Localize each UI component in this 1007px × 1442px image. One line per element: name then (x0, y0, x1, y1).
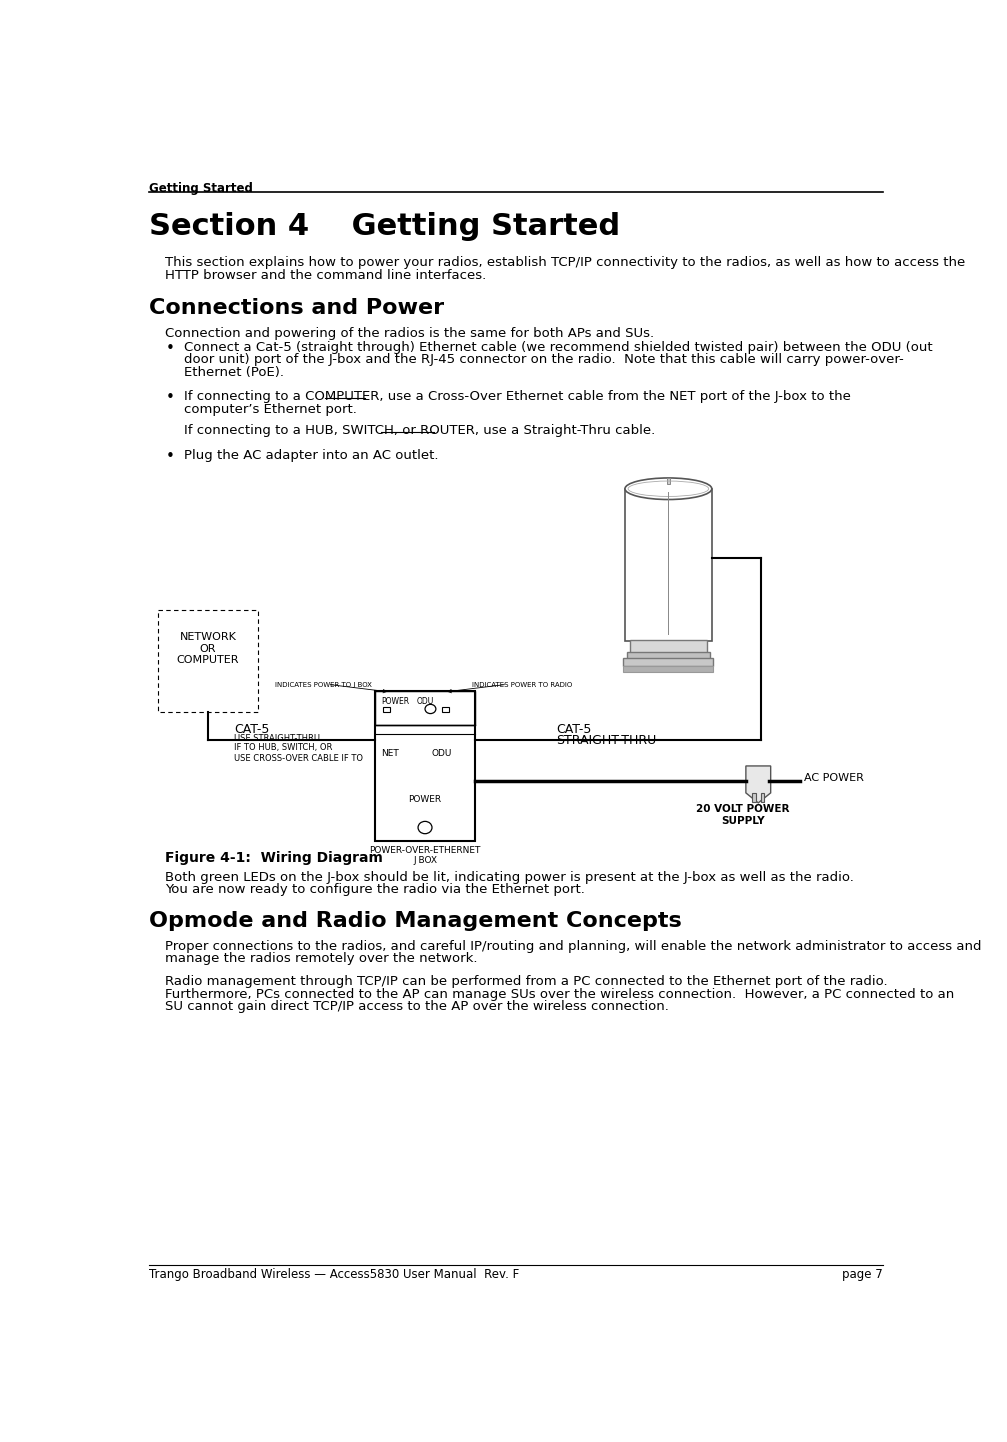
Text: STRAIGHT-THRU: STRAIGHT-THRU (556, 734, 657, 747)
Text: INDICATES POWER TO RADIO: INDICATES POWER TO RADIO (472, 682, 573, 688)
Text: Radio management through TCP/IP can be performed from a PC connected to the Ethe: Radio management through TCP/IP can be p… (164, 975, 887, 988)
Bar (760, 793, 764, 802)
Text: Figure 4-1:  Wiring Diagram: Figure 4-1: Wiring Diagram (164, 851, 383, 865)
Text: 20 VOLT POWER
SUPPLY: 20 VOLT POWER SUPPLY (696, 805, 789, 826)
Bar (442, 707, 449, 712)
Bar (376, 691, 474, 841)
Text: Opmode and Radio Management Concepts: Opmode and Radio Management Concepts (149, 911, 682, 930)
Text: USE CROSS-OVER CABLE IF TO: USE CROSS-OVER CABLE IF TO (235, 754, 364, 763)
Text: USE STRAIGHT-THRU: USE STRAIGHT-THRU (235, 734, 320, 743)
Text: ODU: ODU (431, 748, 451, 758)
Text: •: • (166, 340, 175, 356)
Text: POWER-OVER-ETHERNET
J BOX: POWER-OVER-ETHERNET J BOX (370, 846, 480, 865)
Text: CAT-5: CAT-5 (556, 722, 591, 735)
Bar (376, 691, 474, 725)
Text: Ethernet (PoE).: Ethernet (PoE). (184, 365, 284, 379)
Text: NETWORK
OR
COMPUTER: NETWORK OR COMPUTER (177, 632, 240, 665)
Text: Connect a Cat-5 (straight through) Ethernet cable (we recommend shielded twisted: Connect a Cat-5 (straight through) Ether… (184, 340, 932, 353)
Text: You are now ready to configure the radio via the Ethernet port.: You are now ready to configure the radio… (164, 883, 584, 895)
Text: AC POWER: AC POWER (804, 773, 864, 783)
Bar (384, 707, 390, 712)
Bar (158, 610, 258, 712)
Text: SU cannot gain direct TCP/IP access to the AP over the wireless connection.: SU cannot gain direct TCP/IP access to t… (164, 999, 669, 1014)
Bar (667, 477, 670, 485)
Text: Furthermore, PCs connected to the AP can manage SUs over the wireless connection: Furthermore, PCs connected to the AP can… (164, 988, 954, 1001)
Bar (629, 640, 707, 653)
Text: computer’s Ethernet port.: computer’s Ethernet port. (184, 402, 356, 415)
Text: Connections and Power: Connections and Power (149, 298, 444, 317)
Bar (623, 658, 713, 666)
Text: page 7: page 7 (842, 1268, 883, 1280)
Text: Section 4    Getting Started: Section 4 Getting Started (149, 212, 620, 241)
Bar (626, 652, 710, 659)
Text: CAT-5: CAT-5 (235, 722, 270, 735)
Polygon shape (746, 766, 770, 803)
Text: •: • (166, 391, 175, 405)
Text: Getting Started: Getting Started (149, 182, 253, 195)
Text: ODU: ODU (417, 696, 434, 705)
Text: Plug the AC adapter into an AC outlet.: Plug the AC adapter into an AC outlet. (184, 448, 438, 461)
Ellipse shape (425, 704, 436, 714)
Text: Connection and powering of the radios is the same for both APs and SUs.: Connection and powering of the radios is… (164, 327, 654, 340)
Bar (623, 666, 713, 672)
Text: If connecting to a COMPUTER, use a Cross-Over Ethernet cable from the NET port o: If connecting to a COMPUTER, use a Cross… (184, 391, 851, 404)
Text: Trango Broadband Wireless — Access5830 User Manual  Rev. F: Trango Broadband Wireless — Access5830 U… (149, 1268, 520, 1280)
Text: door unit) port of the J-box and the RJ-45 connector on the radio.  Note that th: door unit) port of the J-box and the RJ-… (184, 353, 903, 366)
Text: NET: NET (381, 748, 399, 758)
Text: Proper connections to the radios, and careful IP/routing and planning, will enab: Proper connections to the radios, and ca… (164, 940, 981, 953)
Text: POWER: POWER (408, 795, 441, 805)
Text: INDICATES POWER TO J BOX: INDICATES POWER TO J BOX (275, 682, 372, 688)
Text: IF TO HUB, SWITCH, OR: IF TO HUB, SWITCH, OR (235, 743, 332, 751)
Text: If connecting to a HUB, SWITCH, or ROUTER, use a Straight-Thru cable.: If connecting to a HUB, SWITCH, or ROUTE… (184, 424, 656, 437)
Bar (625, 489, 712, 642)
Text: This section explains how to power your radios, establish TCP/IP connectivity to: This section explains how to power your … (164, 257, 965, 270)
Text: •: • (166, 448, 175, 464)
Text: manage the radios remotely over the network.: manage the radios remotely over the netw… (164, 952, 477, 965)
Ellipse shape (625, 477, 712, 499)
Text: POWER: POWER (382, 696, 410, 705)
Bar (752, 793, 756, 802)
Text: HTTP browser and the command line interfaces.: HTTP browser and the command line interf… (164, 268, 485, 281)
Ellipse shape (418, 822, 432, 833)
Text: Both green LEDs on the J-box should be lit, indicating power is present at the J: Both green LEDs on the J-box should be l… (164, 871, 854, 884)
